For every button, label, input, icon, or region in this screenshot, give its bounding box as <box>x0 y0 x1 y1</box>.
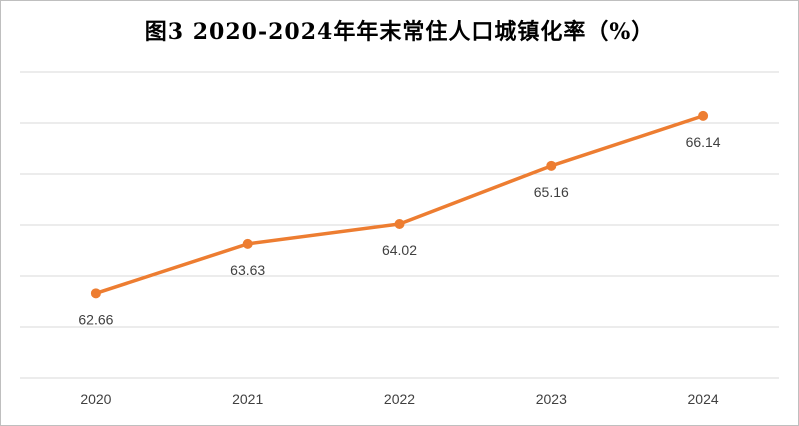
x-tick-label: 2021 <box>232 391 263 407</box>
x-axis-tick-labels: 2020 2021 2022 2023 2024 <box>80 391 719 407</box>
chart-title: 图3 2020-2024年年末常住人口城镇化率（%） <box>144 19 655 45</box>
data-label: 66.14 <box>686 134 721 150</box>
data-label: 65.16 <box>534 184 569 200</box>
data-label: 63.63 <box>230 262 265 278</box>
data-label: 64.02 <box>382 242 417 258</box>
data-label: 62.66 <box>78 311 113 327</box>
x-tick-label: 2023 <box>536 391 567 407</box>
x-tick-label: 2020 <box>80 391 111 407</box>
x-tick-label: 2022 <box>384 391 415 407</box>
data-point <box>698 110 709 121</box>
series-line <box>95 114 704 296</box>
data-point <box>242 238 253 249</box>
data-labels: 62.66 63.63 64.02 65.16 66.14 <box>78 134 720 327</box>
data-point <box>546 160 557 171</box>
x-tick-label: 2024 <box>688 391 719 407</box>
data-point <box>90 288 101 299</box>
series-markers <box>90 110 709 299</box>
data-point <box>394 218 405 229</box>
gridlines <box>20 71 779 379</box>
